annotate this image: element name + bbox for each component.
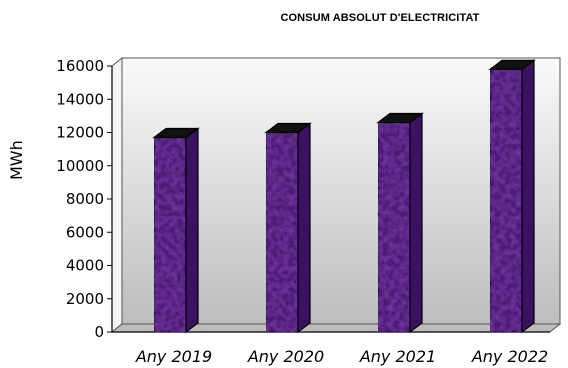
bar: [376, 112, 424, 334]
y-tick-label: 8000: [66, 190, 104, 208]
bars: [152, 59, 536, 334]
y-axis-ticks: 0 2000 4000 6000 8000 10000 12000 14000 16000: [56, 57, 112, 341]
y-tick-label: 16000: [56, 57, 104, 75]
side-wall: [111, 56, 123, 334]
y-tick-label: 0: [94, 323, 104, 341]
bar-side: [297, 122, 311, 334]
bar-top: [264, 122, 312, 134]
y-tick-label: 10000: [56, 157, 104, 175]
y-tick-label: 12000: [56, 124, 104, 142]
bar-top: [488, 59, 536, 70]
bar-side: [409, 112, 423, 334]
y-tick-label: 2000: [66, 290, 104, 308]
y-tick-label: 6000: [66, 223, 104, 241]
bar-side: [185, 127, 199, 334]
bar: [488, 59, 536, 334]
bar-top: [376, 112, 424, 124]
bar: [264, 122, 312, 334]
bar-front: [489, 68, 523, 333]
x-category-label: Any 2019: [135, 347, 212, 366]
bar-front: [265, 131, 299, 333]
x-axis-labels: Any 2019 Any 2020 Any 2021 Any 2022: [135, 347, 548, 366]
bar-top: [152, 127, 200, 139]
bar-front: [377, 121, 411, 333]
bar-front: [153, 136, 187, 333]
x-category-label: Any 2022: [471, 347, 548, 366]
y-tick-label: 4000: [66, 257, 104, 275]
x-category-label: Any 2020: [247, 347, 324, 366]
bar: [152, 127, 200, 334]
y-tick-label: 14000: [56, 90, 104, 108]
chart-title: CONSUM ABSOLUT D'ELECTRICITAT: [280, 12, 480, 24]
bar-side: [521, 59, 535, 334]
x-category-label: Any 2021: [359, 347, 436, 366]
